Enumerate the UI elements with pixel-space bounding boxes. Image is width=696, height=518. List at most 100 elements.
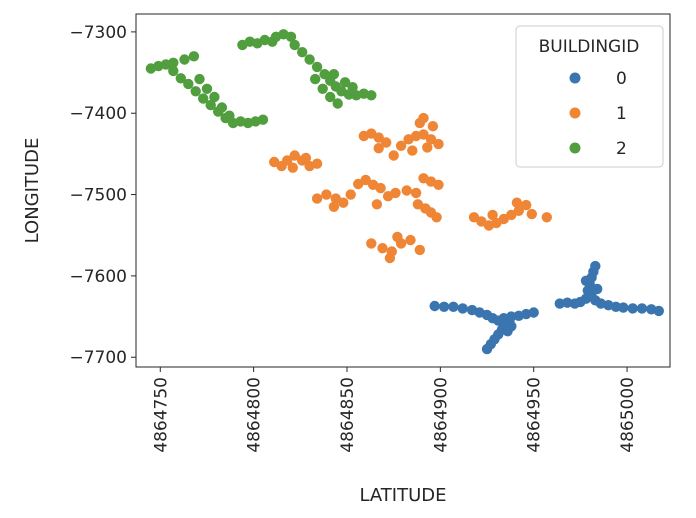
point-series-1-3: [289, 150, 300, 161]
point-series-1-2: [282, 155, 293, 166]
legend-box: [515, 25, 664, 168]
x-tick-label-4: 4864950: [525, 377, 545, 453]
point-series-2-34: [304, 54, 315, 65]
x-tick-label-3: 4864900: [431, 377, 451, 453]
legend-marker-1: [569, 107, 581, 119]
point-series-0-13: [528, 307, 539, 318]
point-series-1-34: [422, 142, 433, 153]
point-series-2-43: [366, 90, 377, 101]
point-series-1-48: [366, 238, 377, 249]
point-series-1-28: [395, 140, 407, 151]
point-series-1-18: [375, 182, 386, 194]
point-series-2-32: [289, 39, 300, 51]
point-series-2-17: [179, 54, 190, 65]
point-series-0-34: [627, 303, 638, 314]
point-series-1-9: [311, 193, 323, 204]
point-series-1-40: [410, 187, 422, 199]
y-tick-label-0: −7300: [69, 23, 127, 43]
point-series-2-33: [297, 47, 308, 58]
point-series-2-16: [168, 57, 179, 68]
point-series-2-8: [205, 99, 216, 111]
point-series-1-64: [511, 197, 523, 208]
point-series-2-18: [188, 51, 200, 62]
point-series-1-21: [390, 187, 401, 199]
y-axis-label: LONGITUDE: [22, 138, 43, 244]
legend-title: BUILDINGID: [539, 37, 640, 57]
point-series-0-22: [506, 321, 517, 332]
legend-label-2: 2: [616, 139, 627, 159]
point-series-1-47: [431, 212, 442, 223]
point-series-0-33: [618, 302, 629, 313]
point-series-2-3: [168, 65, 179, 77]
point-series-1-31: [418, 129, 429, 140]
point-series-1-14: [328, 201, 340, 212]
point-series-1-35: [407, 145, 418, 156]
point-series-1-24: [373, 132, 384, 143]
point-series-1-43: [433, 179, 444, 190]
point-series-1-20: [371, 199, 383, 210]
point-series-2-20: [201, 83, 213, 95]
legend-label-0: 0: [616, 69, 627, 89]
point-series-2-44: [310, 73, 321, 85]
x-tick-label-0: 4864750: [151, 377, 171, 453]
point-series-0-3: [457, 303, 468, 314]
x-tick-label-1: 4864800: [245, 377, 265, 453]
point-series-0-1: [438, 301, 450, 312]
point-series-1-33: [433, 138, 444, 150]
legend-marker-2: [569, 142, 581, 154]
point-series-0-42: [590, 260, 601, 272]
point-series-2-31: [285, 31, 297, 42]
point-series-2-22: [216, 102, 228, 113]
point-series-0-2: [448, 301, 459, 312]
point-series-0-37: [653, 305, 664, 317]
series-1: [269, 112, 552, 264]
point-series-2-46: [325, 91, 336, 103]
point-series-1-54: [384, 252, 396, 264]
legend-marker-0: [569, 72, 581, 84]
point-series-1-10: [321, 189, 332, 200]
plot-area-frame: [135, 13, 671, 368]
x-tick-label-2: 4864850: [338, 377, 358, 453]
y-axis: −7300 −7400 −7500 −7600 −7700: [69, 23, 136, 368]
points-layer: [145, 29, 664, 355]
x-tick-label-5: 4865000: [618, 377, 638, 453]
point-series-2-48: [328, 69, 340, 80]
point-series-1-53: [414, 244, 425, 256]
legend-items: 0 1 2: [569, 69, 627, 159]
point-series-1-66: [541, 212, 552, 223]
point-series-0-43: [592, 283, 603, 295]
point-series-2-23: [224, 110, 235, 121]
point-series-2-47: [332, 98, 343, 109]
point-series-1-37: [418, 112, 429, 124]
point-series-1-16: [360, 174, 371, 186]
point-series-1-55: [392, 231, 403, 243]
series-2: [145, 29, 377, 129]
point-series-2-4: [175, 73, 186, 84]
point-series-2-49: [339, 77, 351, 88]
legend-label-1: 1: [616, 104, 627, 124]
point-series-1-39: [401, 185, 412, 196]
point-series-1-49: [377, 243, 388, 254]
point-series-1-8: [300, 152, 312, 164]
point-series-1-38: [427, 121, 439, 132]
point-series-2-35: [311, 61, 323, 73]
legend: BUILDINGID 0 1 2: [515, 25, 664, 168]
y-tick-label-4: −7700: [69, 348, 127, 368]
point-series-1-63: [521, 199, 532, 211]
point-series-1-7: [287, 162, 298, 173]
point-series-1-32: [425, 134, 437, 145]
point-series-1-25: [381, 137, 392, 148]
point-series-1-6: [311, 158, 323, 169]
point-series-1-26: [373, 143, 384, 154]
point-series-2-6: [190, 86, 201, 97]
point-series-1-67: [487, 209, 498, 221]
point-series-1-62: [513, 205, 524, 216]
point-series-0-44: [580, 275, 592, 286]
x-axis: 4864750 4864800 4864850 4864900 4864950 48650…: [151, 367, 638, 453]
point-series-2-19: [194, 73, 205, 85]
point-series-1-52: [405, 234, 416, 246]
point-series-2-7: [198, 93, 209, 104]
y-tick-label-3: −7600: [69, 267, 127, 287]
point-series-1-12: [338, 197, 349, 208]
